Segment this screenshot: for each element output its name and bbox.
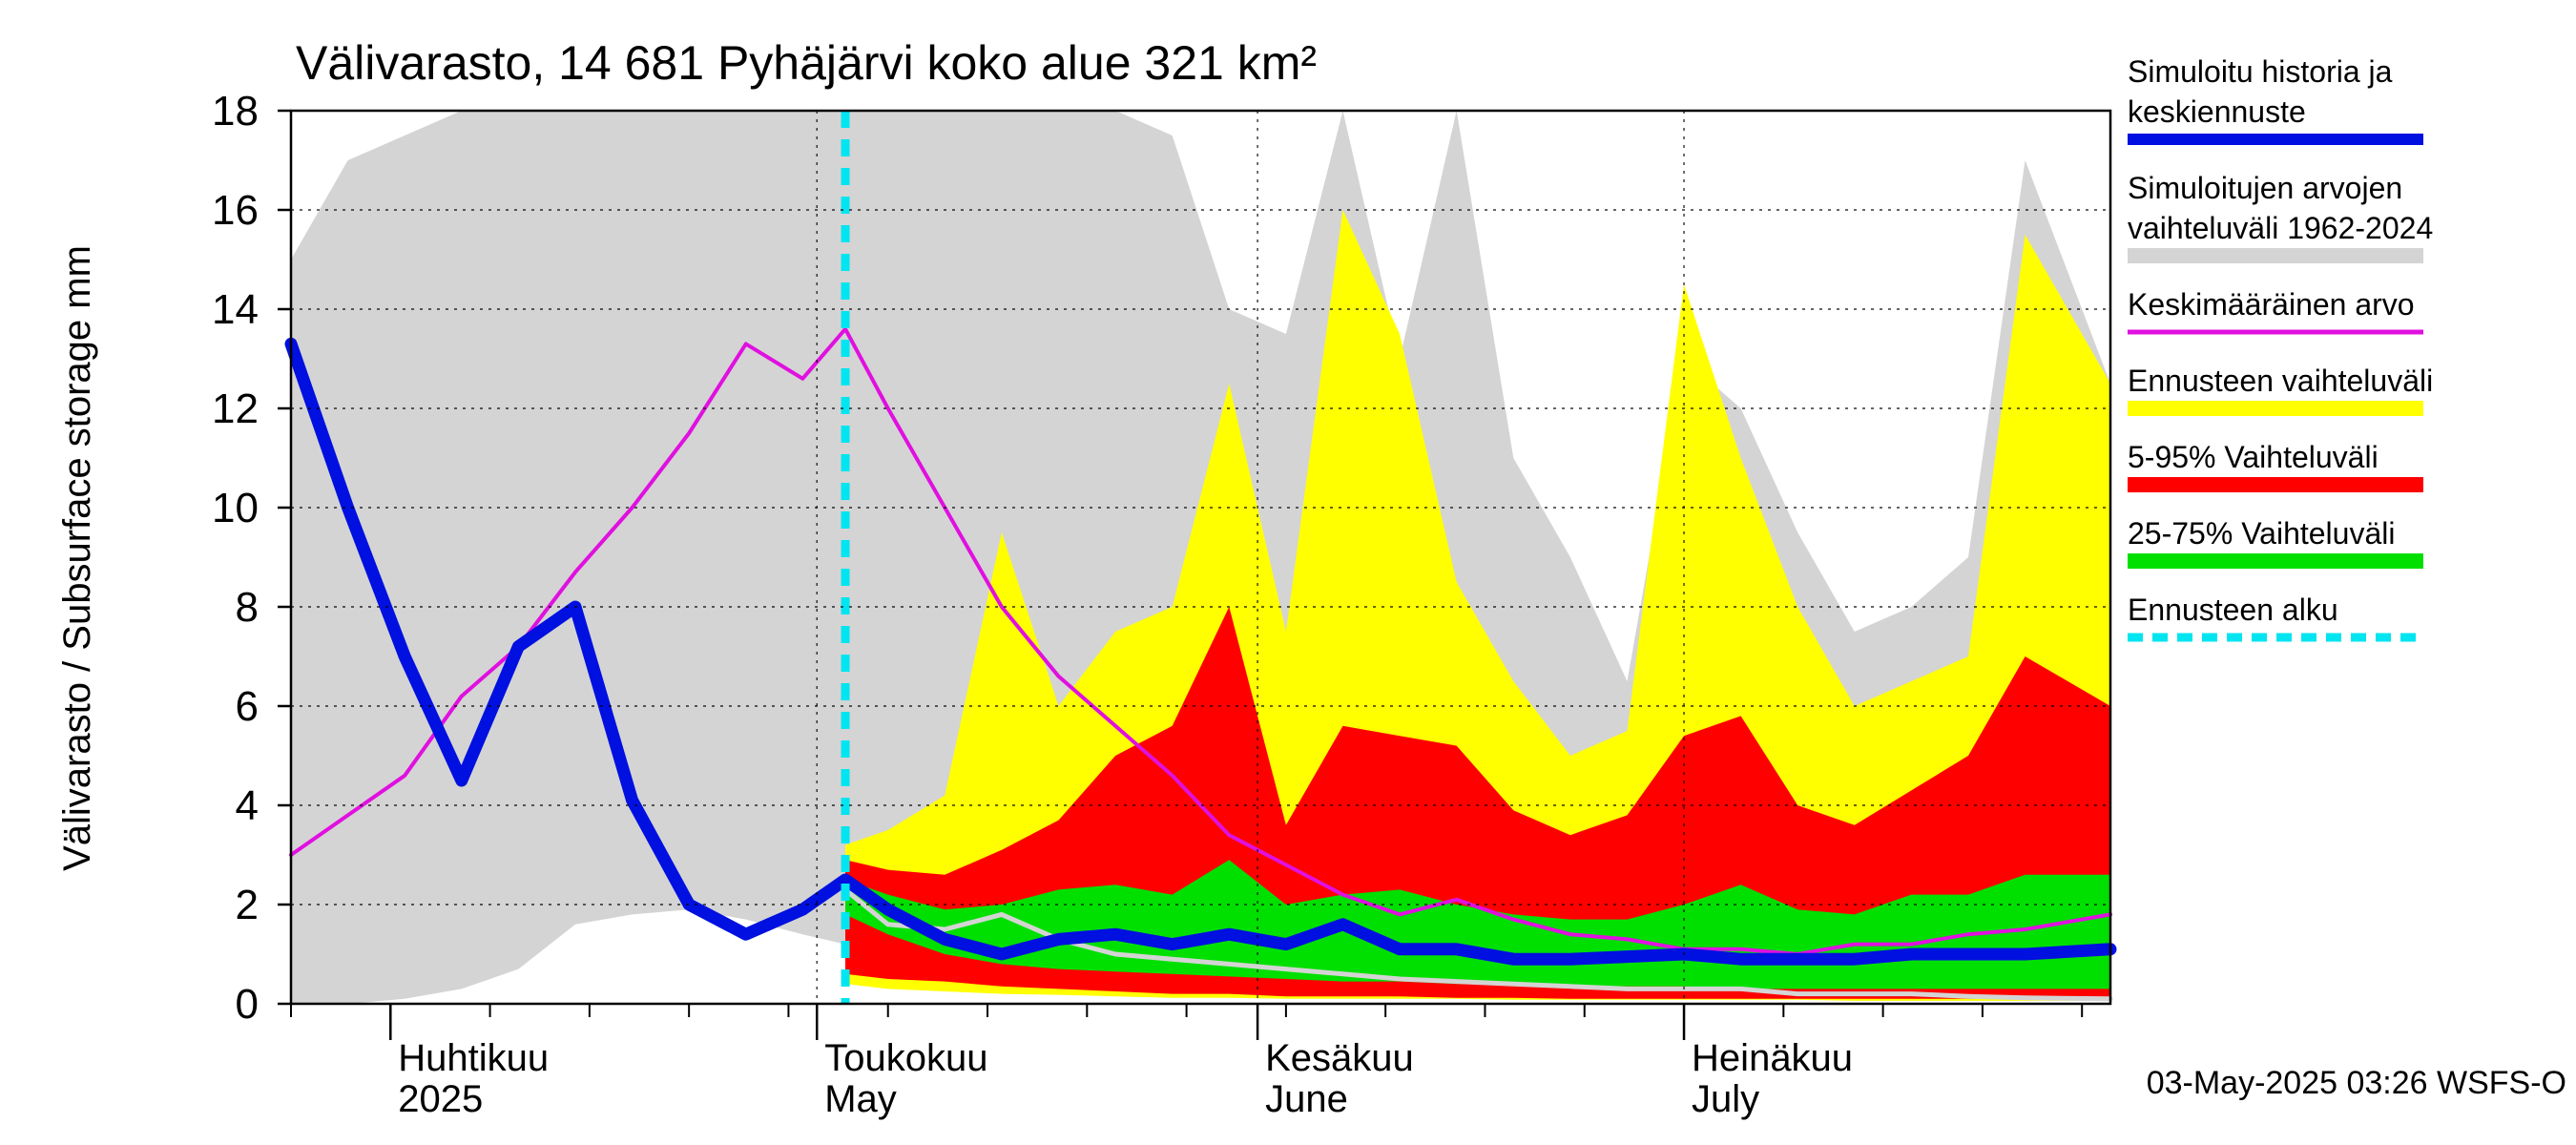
x-month-sublabel-2025: 2025 xyxy=(398,1078,483,1120)
chart-title: Välivarasto, 14 681 Pyhäjärvi koko alue … xyxy=(296,36,1317,90)
grid-lines xyxy=(291,111,2110,1004)
x-month-label-toukokuu: Toukokuu xyxy=(824,1037,987,1079)
y-tick-label-2: 2 xyxy=(236,882,259,928)
plot-frame xyxy=(289,109,2112,1006)
legend-label-25-75-vaihteluvali: 25-75% Vaihteluväli xyxy=(2128,516,2395,551)
legend-label-line-simuloitujen-arvojen-vaihteluvali-1962-2024-1: vaihteluväli 1962-2024 xyxy=(2128,211,2433,245)
legend-label-line-ennusteen-vaihteluvali-0: Ennusteen vaihteluväli xyxy=(2128,364,2433,398)
legend-label-ennusteen-alku: Ennusteen alku xyxy=(2128,593,2338,627)
line-ennusteen-minimi xyxy=(842,886,2113,1002)
x-month-label-huhtikuu: Huhtikuu xyxy=(398,1037,549,1079)
y-tick-label-8: 8 xyxy=(236,584,259,631)
legend-label-line-25-75-vaihteluvali-0: 25-75% Vaihteluväli xyxy=(2128,516,2395,551)
y-tick-label-10: 10 xyxy=(212,485,259,531)
legend-label-line-ennusteen-alku-0: Ennusteen alku xyxy=(2128,593,2338,627)
legend-label-line-simuloitujen-arvojen-vaihteluvali-1962-2024-0: Simuloitujen arvojen xyxy=(2128,171,2402,205)
legend-label-keskimaarainen-arvo: Keskimääräinen arvo xyxy=(2128,287,2415,322)
line-keskimaarainen-arvo xyxy=(289,326,2112,956)
x-month-label-kesakuu: Kesäkuu xyxy=(1265,1037,1414,1079)
legend-label-simuloitujen-arvojen-vaihteluvali-1962-2024: Simuloitujen arvojen vaihteluväli 1962-20… xyxy=(2128,171,2433,245)
legend-label-simuloitu-historia-ja-keskiennuste: Simuloitu historia ja keskiennuste xyxy=(2128,54,2393,129)
legend-label-line-5-95-vaihteluvali-0: 5-95% Vaihteluväli xyxy=(2128,440,2379,474)
x-month-sublabel-may: May xyxy=(824,1078,897,1120)
plot-area xyxy=(284,111,2117,1004)
x-month-sublabel-june: June xyxy=(1265,1078,1348,1120)
legend-label-ennusteen-vaihteluvali: Ennusteen vaihteluväli xyxy=(2128,364,2433,398)
y-tick-label-16: 16 xyxy=(212,187,259,234)
y-tick-label-18: 18 xyxy=(212,88,259,135)
y-tick-label-12: 12 xyxy=(212,385,259,432)
legend: Simuloitu historia ja keskiennusteSimuloi… xyxy=(2128,54,2433,642)
legend-label-line-simuloitu-historia-ja-keskiennuste-1: keskiennuste xyxy=(2128,94,2306,129)
legend-label-line-keskimaarainen-arvo-0: Keskimääräinen arvo xyxy=(2128,287,2415,322)
line-simuloitu-historia-ja-keskiennuste xyxy=(284,337,2117,966)
y-axis-label: Välivarasto / Subsurface storage mm xyxy=(56,245,98,871)
y-tick-label-0: 0 xyxy=(236,981,259,1028)
y-tick-label-4: 4 xyxy=(236,782,259,829)
legend-label-line-simuloitu-historia-ja-keskiennuste-0: Simuloitu historia ja xyxy=(2128,54,2393,89)
footer-timestamp: 03-May-2025 03:26 WSFS-O xyxy=(2147,1065,2566,1101)
y-tick-label-6: 6 xyxy=(236,683,259,730)
legend-label-5-95-vaihteluvali: 5-95% Vaihteluväli xyxy=(2128,440,2379,474)
x-month-sublabel-july: July xyxy=(1692,1078,1759,1120)
y-tick-label-14: 14 xyxy=(212,286,259,333)
x-month-label-heinakuu: Heinäkuu xyxy=(1692,1037,1853,1079)
